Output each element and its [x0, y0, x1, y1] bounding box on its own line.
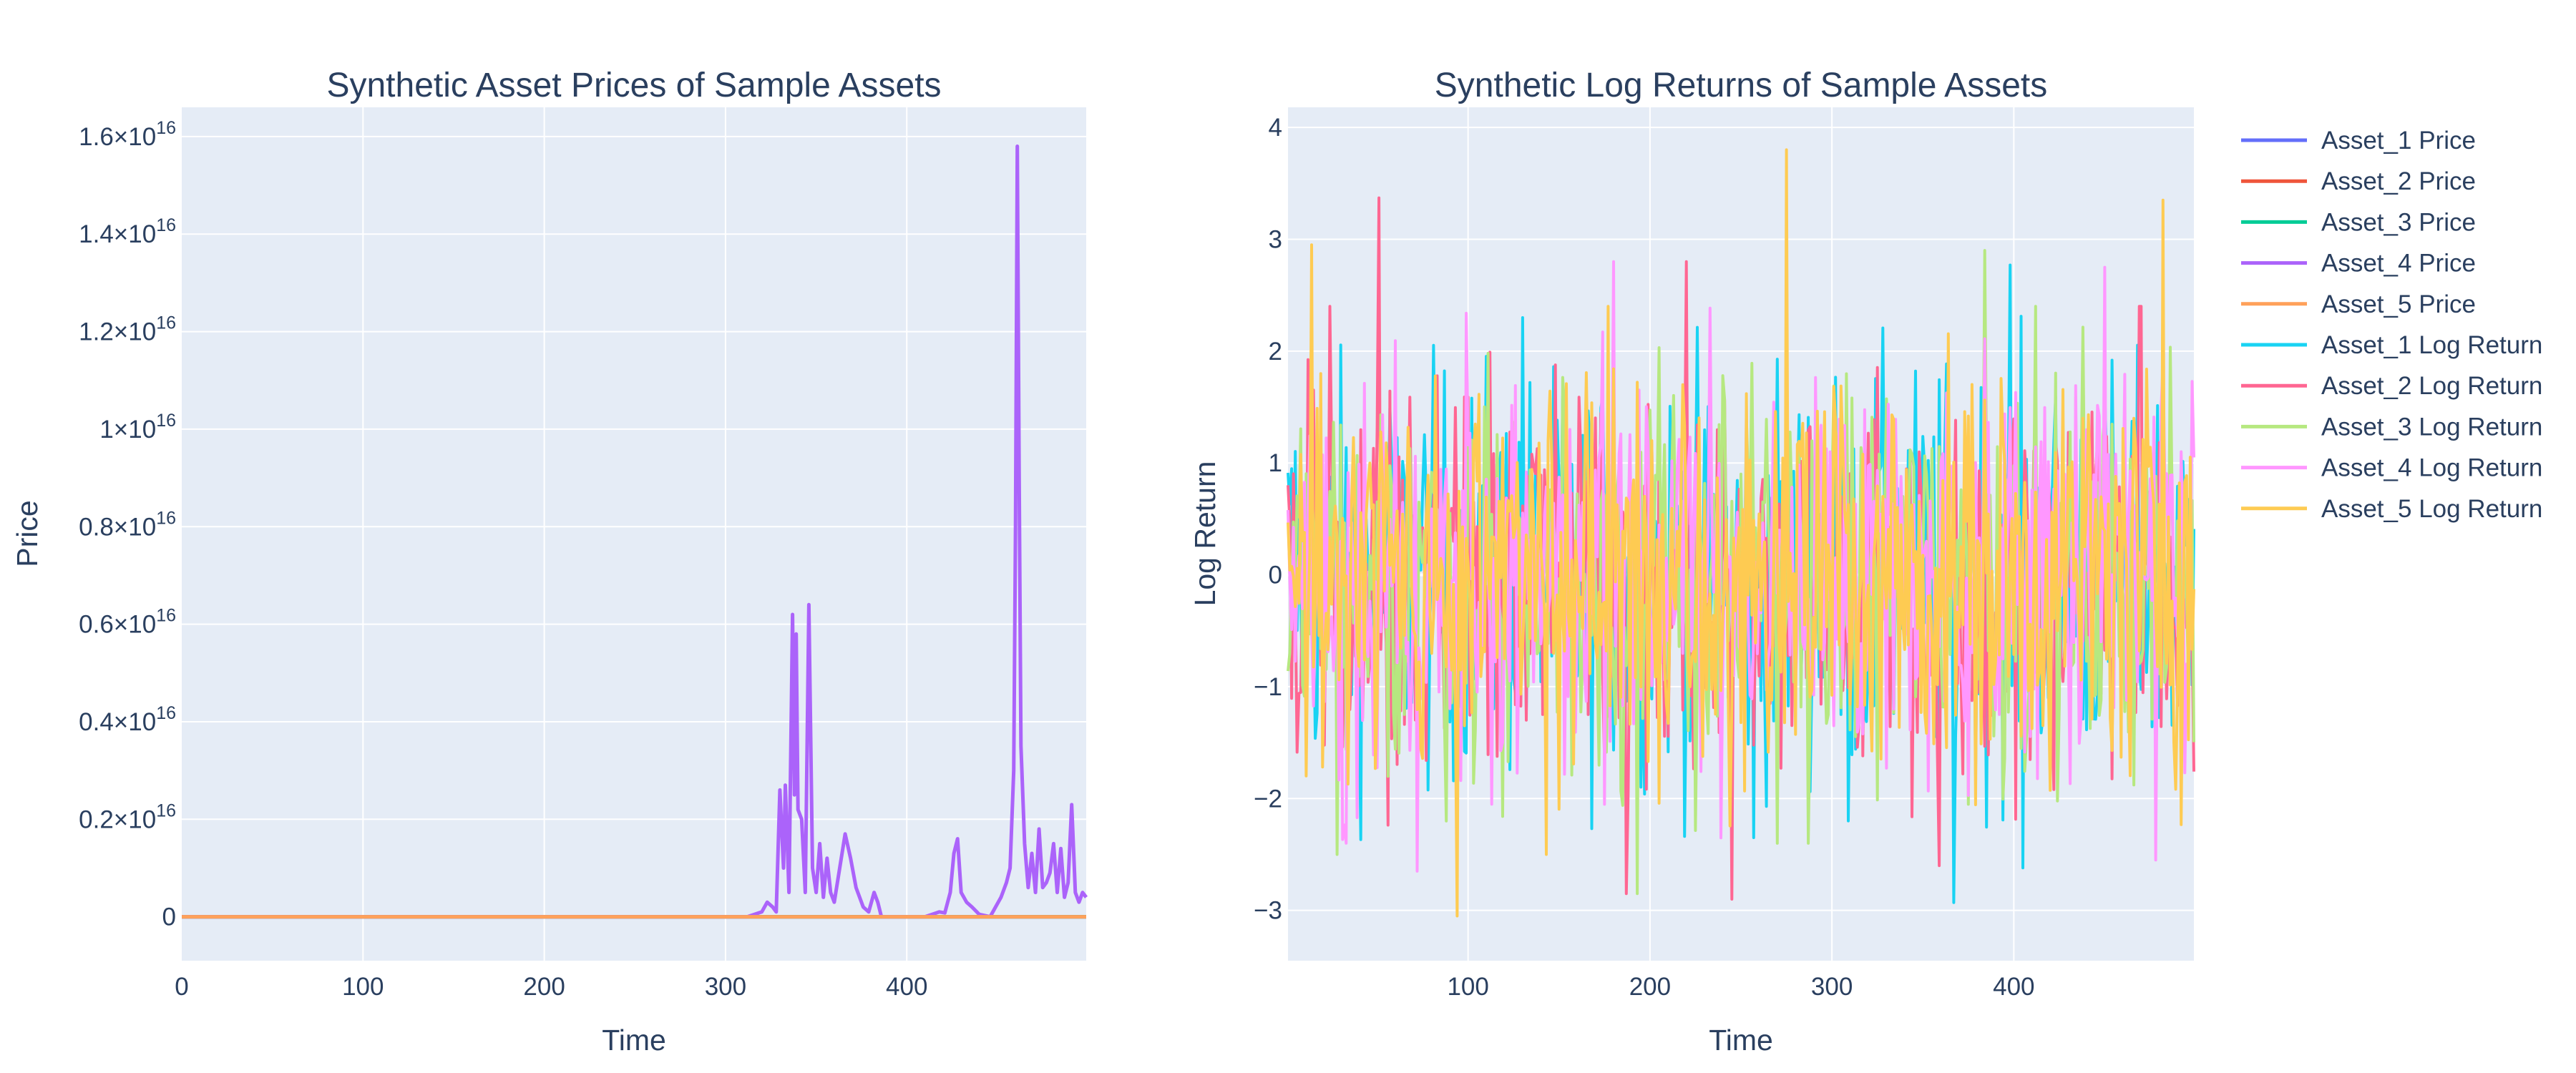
price-x-tick-label: 200 — [523, 973, 565, 1001]
log-return-y-axis-title: Log Return — [1189, 461, 1221, 607]
log-return-y-tick-label: 3 — [1269, 226, 1282, 254]
price-x-axis-title: Time — [602, 1024, 666, 1057]
log-return-x-tick-label: 400 — [1993, 973, 2034, 1001]
price-x-tick-label: 0 — [175, 973, 188, 1001]
legend-label: Asset_5 Log Return — [2321, 495, 2542, 523]
log-return-y-tick-label: −2 — [1254, 785, 1282, 813]
price-chart-title: Synthetic Asset Prices of Sample Assets — [326, 67, 941, 104]
log-return-y-tick-label: 2 — [1269, 338, 1282, 366]
price-x-tick-label: 100 — [342, 973, 384, 1001]
log-return-y-tick-label: 0 — [1269, 562, 1282, 589]
legend-label: Asset_2 Price — [2321, 167, 2476, 195]
log-return-y-tick-label: −1 — [1254, 673, 1282, 701]
legend-item-asset-5-price[interactable]: Asset_5 Price — [2241, 290, 2476, 318]
legend-label: Asset_1 Price — [2321, 127, 2476, 155]
log-return-x-tick-label: 300 — [1811, 973, 1853, 1001]
legend-item-asset-5-log-return[interactable]: Asset_5 Log Return — [2241, 495, 2542, 523]
legend: Asset_1 Price Asset_2 Price Asset_3 Price A… — [2241, 127, 2542, 523]
log-return-y-tick-label: 4 — [1269, 114, 1282, 142]
legend-label: Asset_5 Price — [2321, 290, 2476, 318]
log-return-chart: 100 200 300 400 −3 −2 −1 0 1 2 3 4 Synthetic Log R… — [1189, 67, 2195, 1057]
price-plot-area — [182, 107, 1086, 961]
price-x-tick-label: 300 — [705, 973, 746, 1001]
price-series-lines — [182, 144, 1088, 919]
legend-label: Asset_4 Price — [2321, 250, 2476, 278]
legend-item-asset-2-price[interactable]: Asset_2 Price — [2241, 167, 2476, 195]
price-x-tick-labels: 0 100 200 300 400 — [175, 973, 927, 1001]
legend-label: Asset_3 Log Return — [2321, 413, 2542, 441]
legend-item-asset-1-log-return[interactable]: Asset_1 Log Return — [2241, 331, 2542, 359]
log-return-chart-title: Synthetic Log Returns of Sample Assets — [1435, 67, 2047, 104]
legend-label: Asset_3 Price — [2321, 208, 2476, 236]
series-line-asset-4-price — [182, 144, 1088, 919]
log-return-x-tick-labels: 100 200 300 400 — [1447, 973, 2034, 1001]
price-gridlines — [182, 107, 1086, 961]
log-return-x-tick-label: 100 — [1447, 973, 1488, 1001]
series-line-asset-5-log-return — [1287, 148, 2195, 918]
price-y-axis-title: Price — [11, 500, 44, 567]
log-return-y-tick-label: −3 — [1254, 897, 1282, 925]
log-return-x-axis-title: Time — [1709, 1024, 1773, 1057]
legend-label: Asset_2 Log Return — [2321, 372, 2542, 400]
legend-item-asset-3-log-return[interactable]: Asset_3 Log Return — [2241, 413, 2542, 441]
log-return-y-tick-label: 1 — [1269, 449, 1282, 477]
log-return-y-tick-labels: −3 −2 −1 0 1 2 3 4 — [1254, 114, 1282, 924]
legend-item-asset-3-price[interactable]: Asset_3 Price — [2241, 208, 2476, 236]
legend-label: Asset_4 Log Return — [2321, 454, 2542, 482]
price-x-tick-label: 400 — [886, 973, 927, 1001]
legend-item-asset-1-price[interactable]: Asset_1 Price — [2241, 127, 2476, 155]
legend-item-asset-4-price[interactable]: Asset_4 Price — [2241, 250, 2476, 278]
price-y-tick-label: 0 — [162, 903, 176, 931]
legend-label: Asset_1 Log Return — [2321, 331, 2542, 359]
legend-item-asset-2-log-return[interactable]: Asset_2 Log Return — [2241, 372, 2542, 400]
log-return-series-lines — [1287, 148, 2195, 918]
legend-item-asset-4-log-return[interactable]: Asset_4 Log Return — [2241, 454, 2542, 482]
price-chart: 0 100 200 300 400 00.2×10160.4×10160.6×10160… — [11, 67, 1088, 1057]
log-return-x-tick-label: 200 — [1629, 973, 1671, 1001]
